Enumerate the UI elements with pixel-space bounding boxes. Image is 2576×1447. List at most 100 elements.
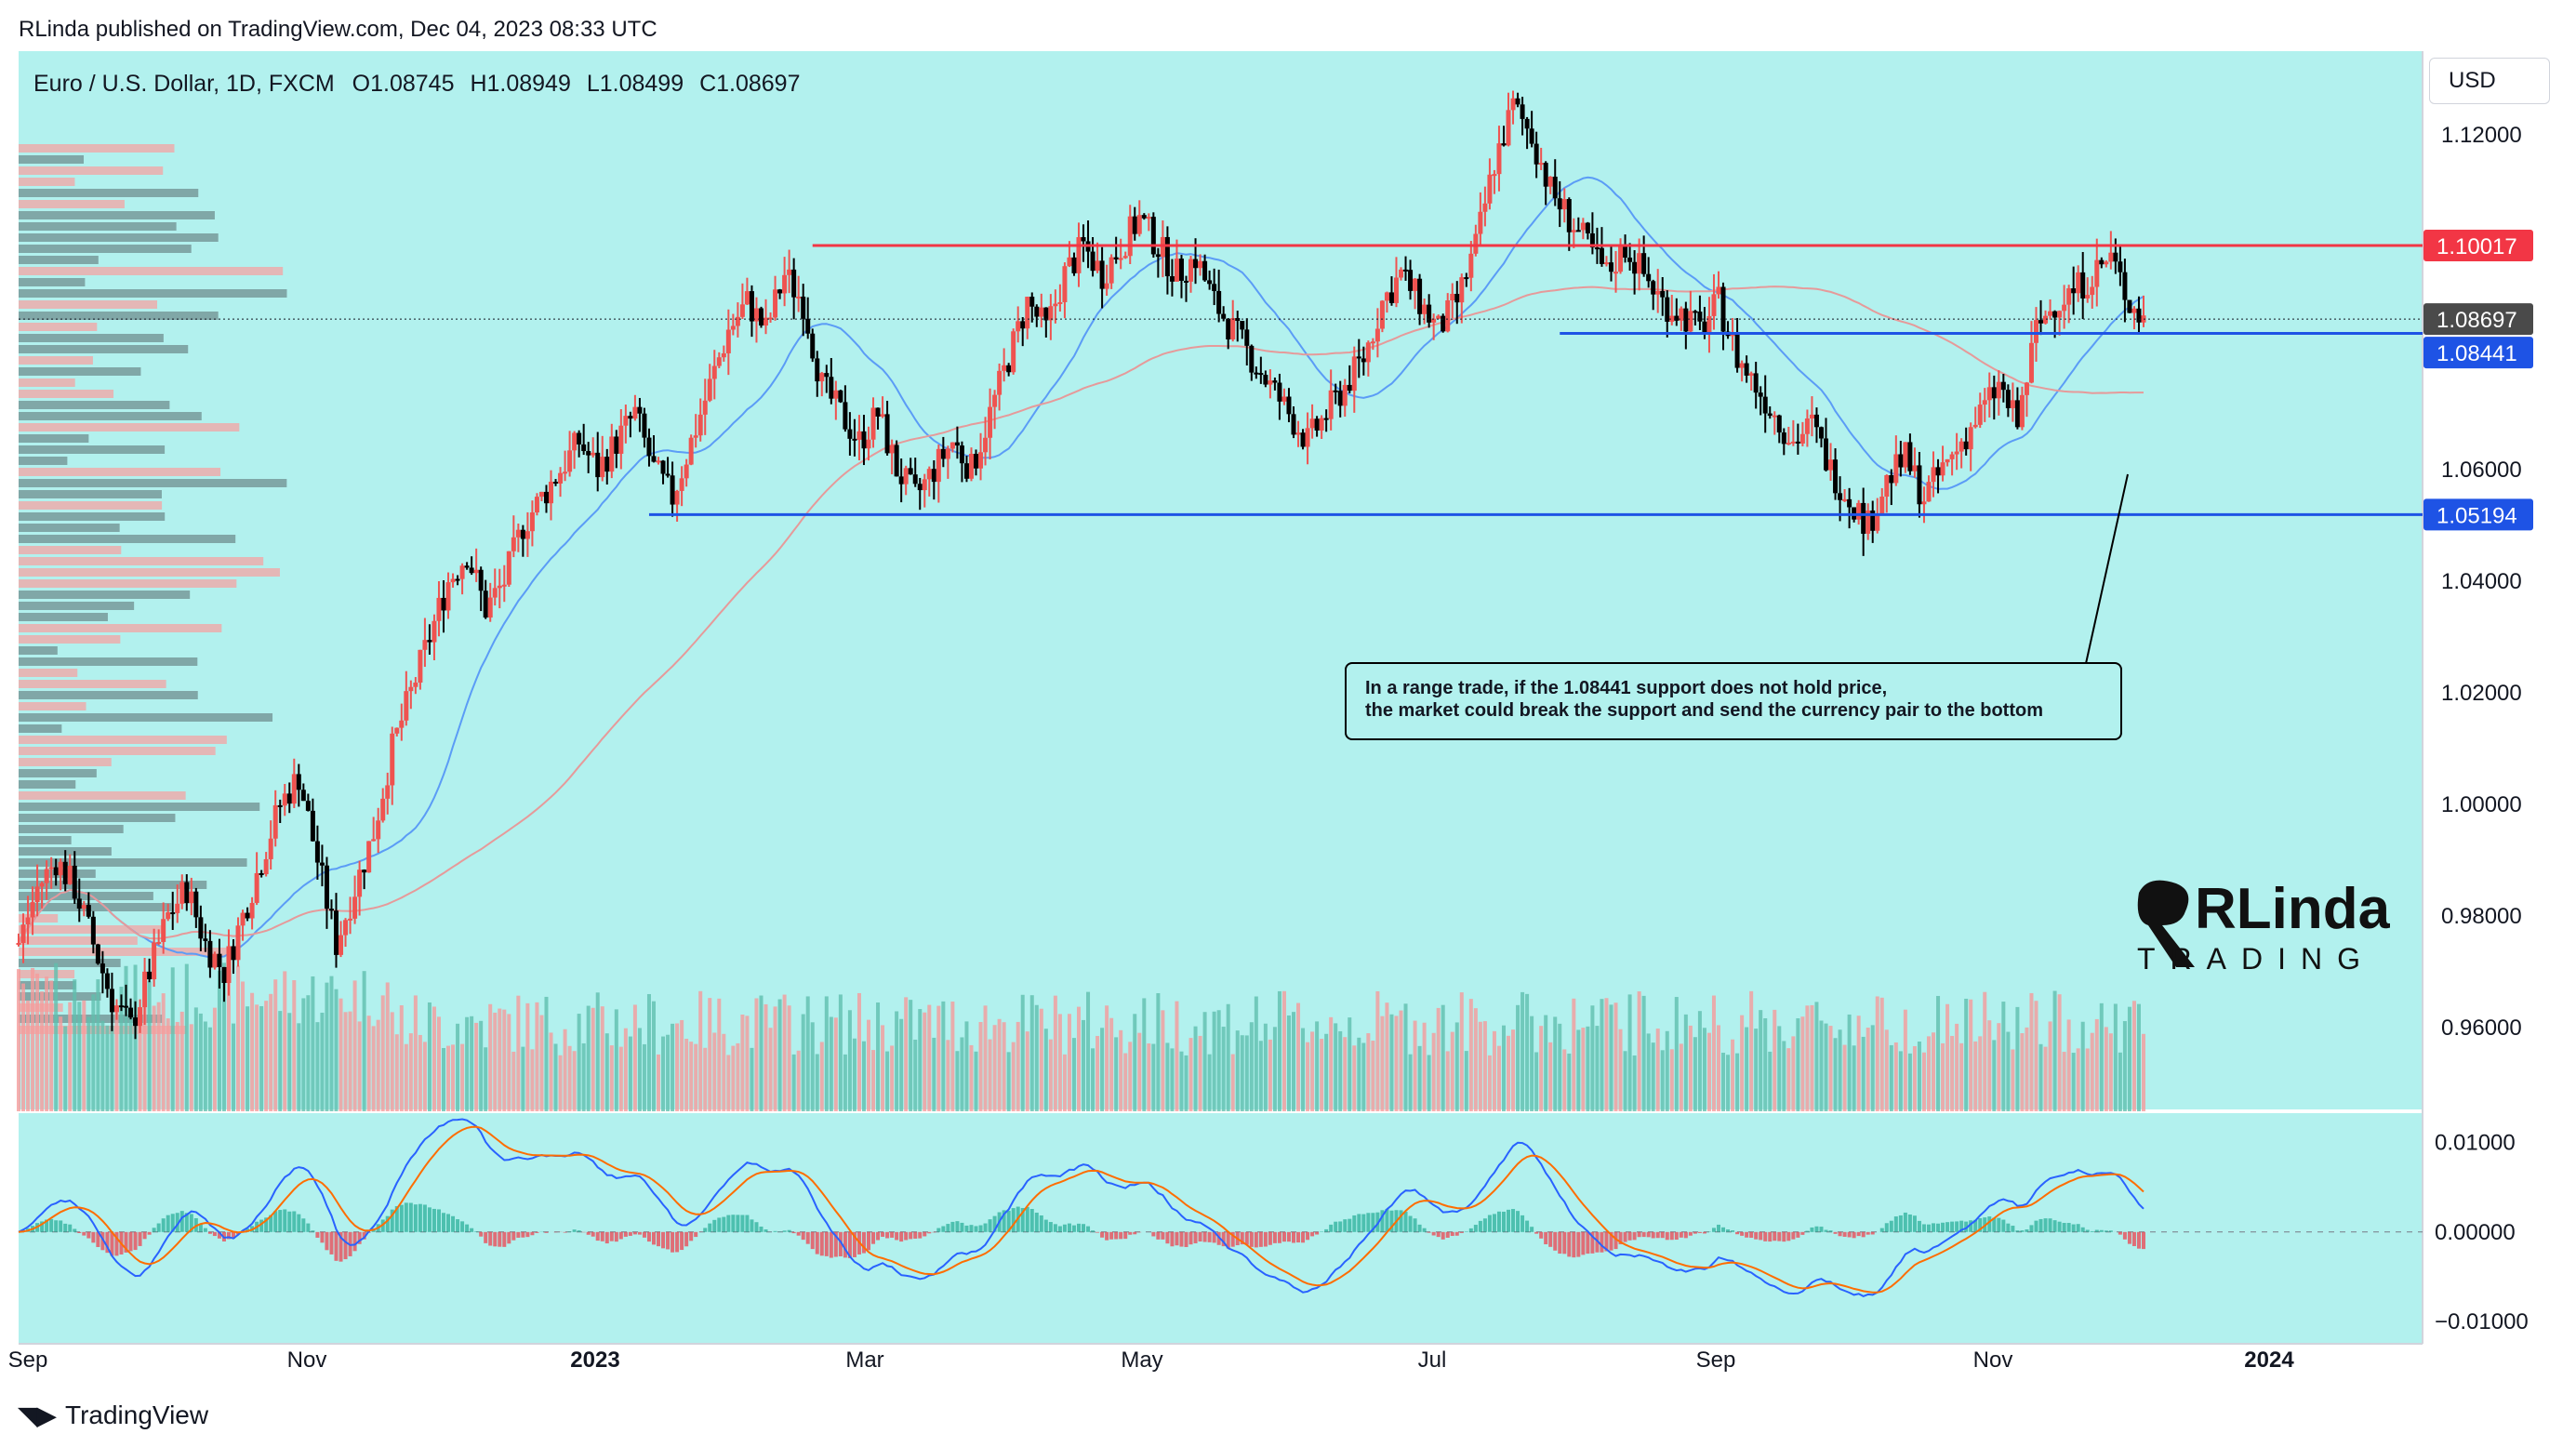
macd-histogram-bar bbox=[124, 1231, 128, 1253]
macd-histogram-bar bbox=[1987, 1216, 1992, 1232]
symbol-info: Euro / U.S. Dollar, 1D, FXCM O1.08745 H1… bbox=[33, 71, 801, 98]
candle-body bbox=[58, 861, 63, 876]
volume-profile-bar bbox=[19, 948, 230, 956]
price-axis[interactable]: 1.12000 1.06000 1.04000 1.02000 1.00000 0.980… bbox=[2423, 123, 2533, 1334]
candle-body bbox=[623, 416, 629, 426]
candle-body bbox=[959, 445, 964, 464]
volume-profile-bar bbox=[19, 881, 207, 889]
candle-body bbox=[492, 588, 498, 598]
macd-histogram-bar bbox=[488, 1231, 493, 1246]
candle-body bbox=[142, 971, 148, 1008]
volume-bar bbox=[978, 1022, 983, 1111]
macd-histogram-bar bbox=[1315, 1231, 1320, 1235]
macd-histogram-bar bbox=[1833, 1231, 1838, 1234]
candle-body bbox=[1212, 284, 1217, 291]
candle-body bbox=[670, 475, 675, 505]
candle-body bbox=[586, 451, 591, 456]
macd-histogram-bar bbox=[885, 1231, 890, 1239]
volume-bar bbox=[1964, 998, 1969, 1111]
candle-body bbox=[1333, 390, 1338, 392]
volume-bar bbox=[1511, 1029, 1516, 1111]
volume-profile-bar bbox=[19, 836, 72, 844]
macd-histogram-bar bbox=[950, 1221, 955, 1232]
volume-bar bbox=[1754, 1029, 1759, 1111]
candle-body bbox=[2024, 382, 2029, 395]
time-tick-label: Mar bbox=[845, 1347, 883, 1373]
volume-bar bbox=[413, 995, 418, 1111]
candle-body bbox=[889, 445, 895, 454]
candle-body bbox=[469, 567, 474, 574]
candle-body bbox=[286, 793, 292, 804]
candle-body bbox=[558, 472, 564, 484]
volume-bar bbox=[1646, 1033, 1651, 1111]
volume-bar bbox=[1389, 1014, 1394, 1111]
volume-bar bbox=[1983, 991, 1987, 1111]
volume-bar bbox=[1254, 996, 1258, 1111]
candle-body bbox=[455, 578, 460, 581]
candle-body bbox=[968, 453, 974, 479]
macd-histogram-bar bbox=[207, 1231, 212, 1234]
macd-histogram-bar bbox=[422, 1204, 427, 1232]
macd-histogram-bar bbox=[1721, 1227, 1726, 1232]
candle-body bbox=[1781, 432, 1786, 445]
macd-histogram-bar bbox=[712, 1219, 717, 1232]
currency-button[interactable]: USD bbox=[2429, 58, 2550, 104]
volume-bar bbox=[731, 1045, 736, 1111]
volume-bar bbox=[932, 1037, 936, 1111]
macd-histogram-bar bbox=[1301, 1231, 1306, 1243]
candle-body bbox=[305, 801, 311, 811]
candle-body bbox=[791, 269, 797, 298]
macd-histogram-bar bbox=[750, 1219, 754, 1232]
rlinda-logo-icon: RLinda TRADING bbox=[2137, 877, 2390, 976]
volume-bar bbox=[221, 962, 226, 1111]
macd-histogram-bar bbox=[773, 1230, 777, 1232]
volume-bar bbox=[2142, 1033, 2145, 1111]
macd-histogram-bar bbox=[1669, 1231, 1674, 1241]
macd-histogram-bar bbox=[847, 1231, 852, 1258]
volume-bar bbox=[1272, 1027, 1277, 1111]
macd-histogram-bar bbox=[941, 1226, 946, 1232]
volume-bar bbox=[394, 1034, 399, 1111]
time-axis[interactable]: Sep Nov 2023 Mar May Jul Sep Nov 2024 bbox=[8, 1347, 2295, 1373]
candle-body bbox=[805, 318, 811, 334]
candle-body bbox=[2028, 342, 2034, 383]
macd-histogram-bar bbox=[1861, 1231, 1866, 1238]
price-tick-label: 1.12000 bbox=[2441, 123, 2522, 148]
candle-body bbox=[1623, 244, 1628, 259]
macd-histogram-bar bbox=[684, 1231, 689, 1247]
macd-histogram-bar bbox=[474, 1231, 479, 1232]
volume-bar bbox=[1156, 993, 1161, 1111]
macd-histogram-bar bbox=[838, 1231, 843, 1256]
volume-bar bbox=[1866, 1028, 1870, 1111]
horizontal-levels[interactable] bbox=[19, 244, 2423, 516]
candle-body bbox=[310, 810, 315, 842]
footer-brand[interactable]: ◥▶ TradingView bbox=[19, 1401, 208, 1430]
macd-histogram-bar bbox=[600, 1231, 604, 1241]
volume-bar bbox=[1567, 1053, 1572, 1111]
candle-body bbox=[903, 468, 909, 485]
macd-histogram-bar bbox=[1926, 1224, 1931, 1232]
candle-body bbox=[1706, 315, 1712, 334]
volume-bar bbox=[1244, 1035, 1249, 1111]
macd-histogram-bar bbox=[1941, 1222, 1945, 1232]
macd-histogram-bar bbox=[1870, 1231, 1875, 1235]
volume-bar bbox=[156, 1002, 161, 1111]
candle-body bbox=[524, 531, 530, 539]
volume-bar bbox=[867, 1019, 870, 1111]
candle-body bbox=[1473, 233, 1479, 254]
candle-body bbox=[1818, 427, 1824, 439]
candle-body bbox=[314, 841, 320, 863]
macd-histogram-bar bbox=[1048, 1222, 1053, 1232]
macd-histogram-bar bbox=[2020, 1230, 2025, 1232]
volume-bar bbox=[899, 1018, 904, 1111]
volume-bar bbox=[1632, 1055, 1637, 1111]
candle-body bbox=[170, 912, 176, 915]
macd-histogram-bar bbox=[334, 1231, 339, 1261]
volume-bar bbox=[768, 1028, 773, 1111]
volume-bar bbox=[1773, 1009, 1777, 1111]
annotation-note[interactable]: In a range trade, if the 1.08441 support… bbox=[1345, 662, 2122, 740]
macd-tick-label: −0.01000 bbox=[2435, 1309, 2529, 1334]
candle-body bbox=[815, 358, 820, 382]
volume-bar bbox=[1338, 1030, 1343, 1111]
